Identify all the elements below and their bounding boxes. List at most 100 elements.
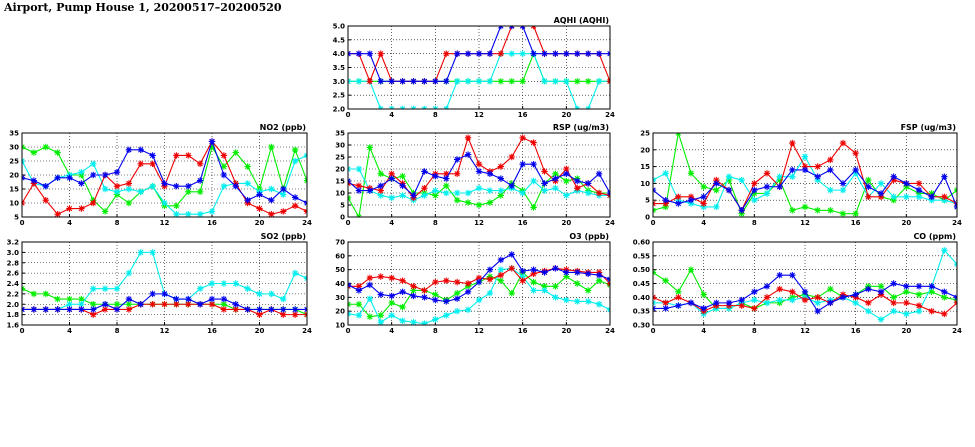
y-tick-label: 10 xyxy=(9,200,19,208)
data-point xyxy=(530,266,537,273)
data-point xyxy=(280,185,287,193)
data-point xyxy=(464,151,472,158)
data-point xyxy=(595,301,603,308)
data-point xyxy=(519,50,526,57)
x-tick-label: 20 xyxy=(901,219,911,227)
data-point xyxy=(865,299,872,307)
data-point xyxy=(113,285,121,292)
data-point xyxy=(137,188,144,195)
x-tick-label: 24 xyxy=(302,219,312,227)
x-tick-label: 12 xyxy=(160,327,170,335)
data-point xyxy=(852,166,859,174)
data-point xyxy=(801,288,809,295)
data-point xyxy=(220,152,228,159)
data-point xyxy=(410,319,417,325)
data-point xyxy=(574,177,581,185)
x-tick-label: 8 xyxy=(752,327,757,335)
data-point xyxy=(232,306,239,313)
data-point xyxy=(280,306,287,313)
data-point xyxy=(941,193,948,201)
data-point xyxy=(410,283,417,290)
data-point xyxy=(530,278,537,286)
data-point xyxy=(713,176,720,184)
data-point xyxy=(751,180,758,187)
data-point xyxy=(519,277,526,284)
data-point xyxy=(700,203,707,211)
data-point xyxy=(814,307,821,315)
data-point xyxy=(497,266,505,273)
data-point xyxy=(595,78,603,85)
data-point xyxy=(268,290,275,298)
data-point xyxy=(355,50,363,57)
data-point xyxy=(388,292,395,300)
data-point xyxy=(595,272,603,279)
data-point xyxy=(563,50,570,57)
data-point xyxy=(662,200,669,207)
y-tick-label: 1.6 xyxy=(7,322,20,330)
data-point xyxy=(519,161,526,168)
data-point xyxy=(421,294,428,301)
data-point xyxy=(125,185,133,193)
y-tick-label: 20 xyxy=(640,146,650,154)
x-tick-label: 12 xyxy=(474,111,484,119)
data-point xyxy=(497,78,505,85)
data-point xyxy=(54,295,61,303)
data-point xyxy=(399,288,406,295)
data-point xyxy=(137,301,144,308)
data-point xyxy=(410,78,417,85)
data-point xyxy=(486,50,494,57)
data-point xyxy=(149,301,156,308)
y-tick-label: 5 xyxy=(340,202,345,210)
data-point xyxy=(78,306,85,313)
data-point xyxy=(789,166,796,174)
data-point xyxy=(432,278,439,286)
data-point xyxy=(443,78,450,85)
data-point xyxy=(137,249,144,256)
data-point xyxy=(90,171,97,179)
data-point xyxy=(453,170,461,177)
data-point xyxy=(66,205,73,212)
data-point xyxy=(377,192,384,199)
y-tick-label: 3.2 xyxy=(7,239,20,247)
data-point xyxy=(377,78,384,85)
data-point xyxy=(738,302,745,309)
data-point xyxy=(595,50,603,57)
data-point xyxy=(208,138,216,145)
x-tick-label: 16 xyxy=(851,219,861,227)
data-point xyxy=(280,295,287,303)
y-tick-label: 20 xyxy=(335,308,345,316)
plot-frame xyxy=(21,132,308,218)
data-point xyxy=(552,283,559,290)
data-point xyxy=(700,183,707,190)
data-point xyxy=(725,173,733,180)
data-point xyxy=(443,277,450,284)
y-tick-label: 2.5 xyxy=(333,92,346,100)
data-point xyxy=(763,294,771,301)
data-point xyxy=(232,280,239,287)
data-point xyxy=(291,202,299,209)
data-point xyxy=(675,294,682,301)
x-tick-label: 0 xyxy=(346,219,351,227)
data-point xyxy=(208,280,216,287)
data-point xyxy=(751,190,758,197)
data-point xyxy=(541,287,548,294)
data-point xyxy=(584,189,592,197)
data-point xyxy=(865,176,872,184)
data-point xyxy=(220,301,228,308)
data-point xyxy=(903,183,910,190)
data-point xyxy=(508,289,515,297)
series-blue xyxy=(22,290,307,313)
data-point xyxy=(877,283,885,290)
data-point xyxy=(220,171,228,179)
x-tick-label: 20 xyxy=(561,327,571,335)
data-point xyxy=(675,193,682,201)
data-point xyxy=(453,289,461,297)
data-point xyxy=(497,50,505,57)
data-point xyxy=(125,269,133,277)
data-point xyxy=(541,283,548,290)
data-point xyxy=(78,295,85,303)
data-point xyxy=(890,173,897,180)
data-point xyxy=(563,170,570,177)
data-point xyxy=(30,177,38,184)
data-point xyxy=(125,306,133,313)
